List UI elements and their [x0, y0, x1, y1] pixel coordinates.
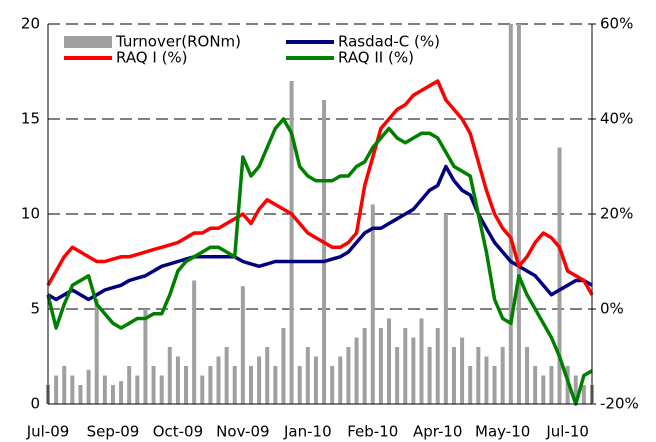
legend-label: RAQ II (%) — [338, 49, 414, 67]
line — [47, 164, 593, 302]
bar — [54, 375, 59, 404]
bar — [460, 337, 465, 404]
bar — [508, 24, 513, 404]
bar — [451, 347, 456, 404]
bar — [297, 366, 302, 404]
bar — [289, 81, 294, 404]
bar — [443, 214, 448, 404]
y2-tick-label: 60% — [600, 15, 633, 33]
bar — [257, 356, 262, 404]
x-tick-label: Jul-09 — [26, 423, 70, 441]
bar — [143, 309, 148, 404]
bar — [232, 366, 237, 404]
bar — [192, 280, 197, 404]
bar — [135, 375, 140, 404]
bar — [549, 366, 554, 404]
bar — [516, 24, 521, 404]
x-tick-label: Apr-10 — [413, 423, 463, 441]
legend-label: RAQ I (%) — [116, 49, 188, 67]
bar — [419, 318, 424, 404]
bar — [273, 366, 278, 404]
bar — [362, 328, 367, 404]
x-tick-label: Sep-09 — [87, 423, 140, 441]
x-tick-label: Jan-10 — [283, 423, 332, 441]
bar — [62, 366, 67, 404]
bar — [346, 347, 351, 404]
bar — [378, 328, 383, 404]
bar — [492, 366, 497, 404]
y-tick-label: 10 — [21, 205, 40, 223]
bar — [435, 328, 440, 404]
bar — [200, 375, 205, 404]
bar — [476, 347, 481, 404]
y2-tick-label: -20% — [600, 395, 639, 413]
bar — [330, 366, 335, 404]
bar — [78, 385, 83, 404]
x-tick-label: May-10 — [475, 423, 530, 441]
x-tick-label: Nov-09 — [216, 423, 269, 441]
bar — [573, 375, 578, 404]
bar — [167, 347, 172, 404]
bar — [240, 286, 245, 404]
bar — [338, 356, 343, 404]
y-tick-label: 20 — [21, 15, 40, 33]
bar — [216, 356, 221, 404]
bar — [354, 337, 359, 404]
bar — [370, 204, 375, 404]
bar — [484, 356, 489, 404]
legend-bg — [62, 34, 434, 68]
bar — [581, 385, 586, 404]
bar — [224, 347, 229, 404]
bar — [119, 381, 124, 404]
bar — [541, 375, 546, 404]
bar — [468, 366, 473, 404]
y-tick-label: 15 — [21, 110, 40, 128]
bar — [281, 328, 286, 404]
y2-tick-label: 40% — [600, 110, 633, 128]
grid — [48, 23, 592, 310]
y2-tick-label: 20% — [600, 205, 633, 223]
bar — [94, 299, 99, 404]
x-tick-label: Jul-10 — [545, 423, 589, 441]
bar — [248, 366, 253, 404]
bar — [525, 347, 530, 404]
bar — [387, 318, 392, 404]
bar — [151, 366, 156, 404]
x-tick-label: Feb-10 — [347, 423, 398, 441]
bar — [70, 375, 75, 404]
bar — [322, 100, 327, 404]
bar — [265, 347, 270, 404]
legend-label: Turnover(RONm) — [115, 33, 241, 51]
bar — [557, 147, 562, 404]
bar — [127, 366, 132, 404]
bar — [411, 337, 416, 404]
bar — [305, 347, 310, 404]
bar — [110, 385, 115, 404]
bar — [403, 328, 408, 404]
bar — [500, 347, 505, 404]
bar — [86, 369, 91, 404]
y-tick-label: 0 — [30, 395, 40, 413]
bar — [102, 375, 107, 404]
bar — [159, 375, 164, 404]
bar — [427, 347, 432, 404]
bar — [533, 366, 538, 404]
y-tick-label: 5 — [30, 300, 40, 318]
legend-label: Rasdad-C (%) — [338, 33, 440, 51]
bar — [208, 366, 213, 404]
x-tick-label: Oct-09 — [153, 423, 203, 441]
bar — [175, 356, 180, 404]
bar — [313, 356, 318, 404]
bar — [184, 366, 189, 404]
line — [46, 79, 594, 296]
legend-swatch — [64, 36, 112, 48]
bar — [395, 347, 400, 404]
y2-tick-label: 0% — [600, 300, 624, 318]
line — [46, 117, 593, 406]
